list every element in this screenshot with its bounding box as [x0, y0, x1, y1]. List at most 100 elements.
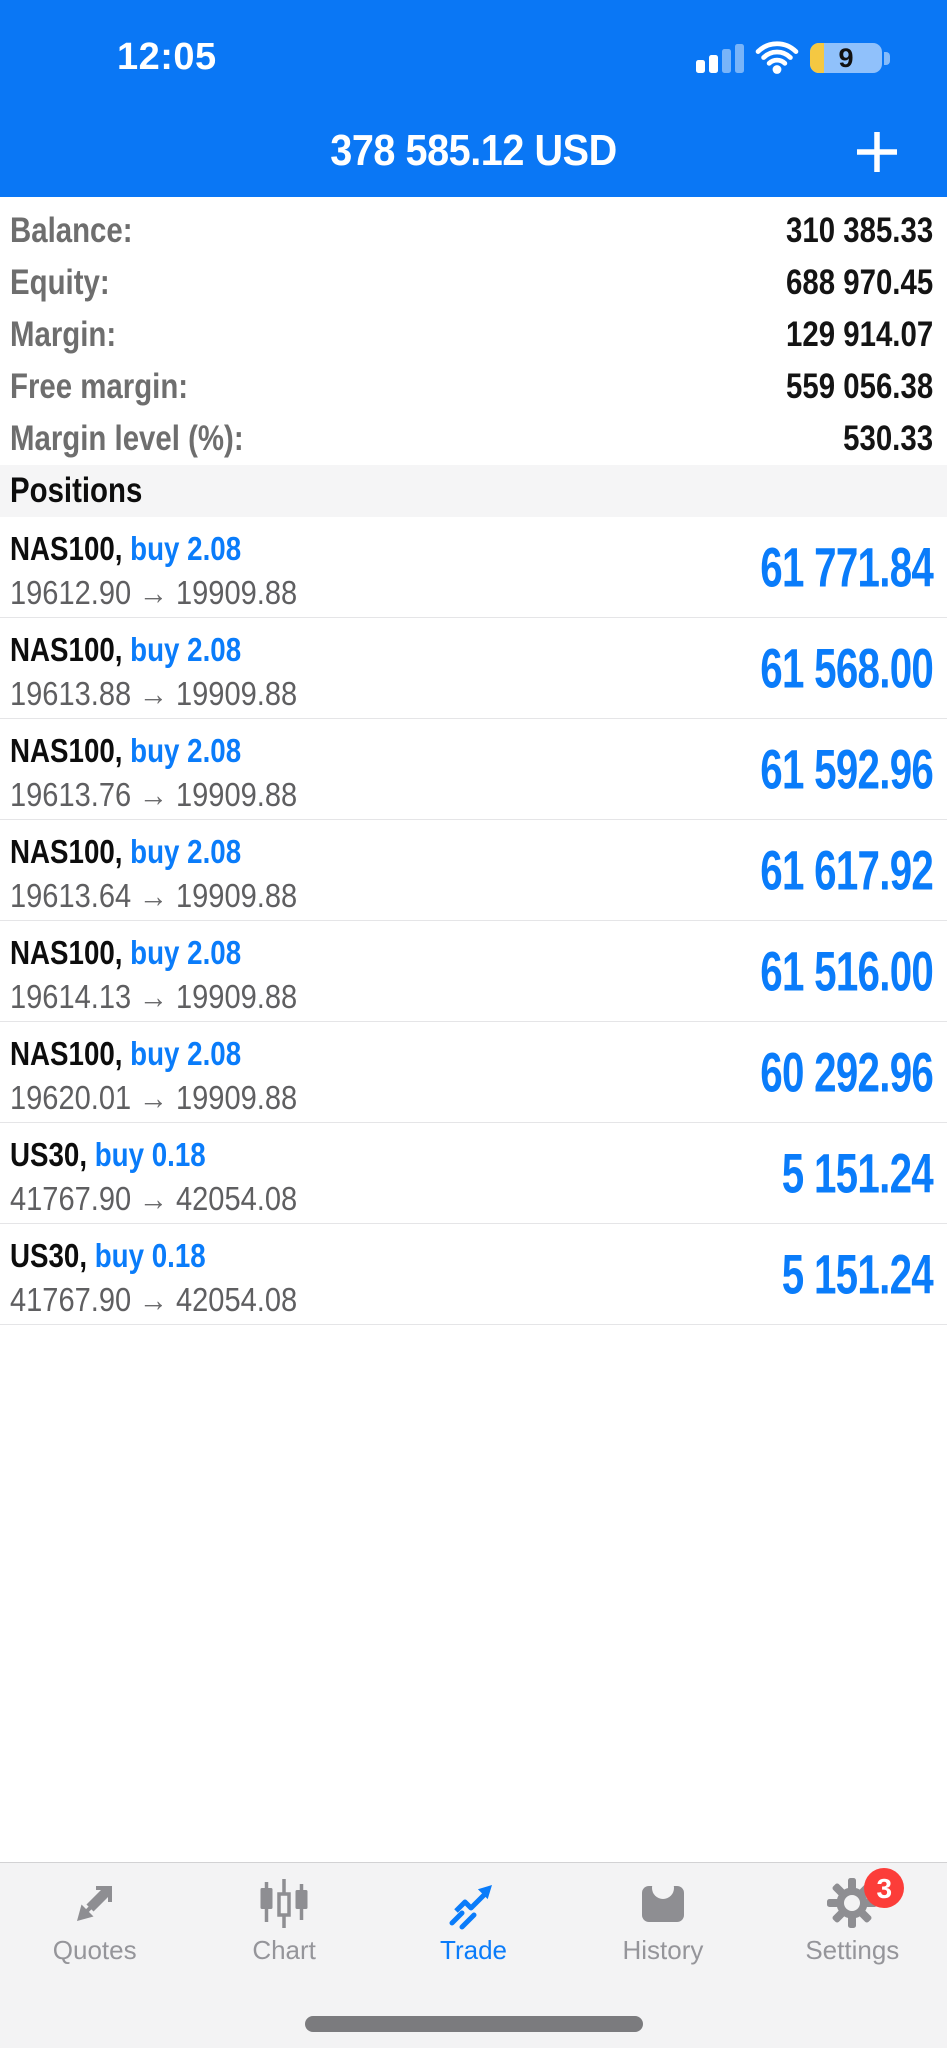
account-summary: Balance: 310 385.33 Equity: 688 970.45 M… [0, 197, 947, 465]
add-button[interactable] [855, 130, 899, 174]
status-icons: 9 [696, 41, 890, 74]
position-title: US30, buy 0.18 [10, 1136, 206, 1174]
position-title: NAS100, buy 2.08 [10, 631, 241, 669]
position-symbol: US30, [10, 1237, 88, 1274]
arrow-right-icon: → [139, 776, 169, 813]
battery-percent: 9 [838, 43, 854, 73]
position-profit: 5 151.24 [781, 1141, 934, 1205]
position-title: NAS100, buy 2.08 [10, 732, 241, 770]
summary-row: Margin level (%): 530.33 [10, 413, 933, 465]
position-symbol: NAS100, [10, 934, 123, 971]
battery-fill [810, 43, 824, 73]
open-price: 19612.90 [10, 574, 132, 611]
tab-label: Chart [252, 1935, 316, 1965]
position-profit: 5 151.24 [781, 1242, 934, 1306]
position-row[interactable]: NAS100, buy 2.08 19620.01 → 19909.88 60 29… [0, 1022, 947, 1123]
arrow-right-icon: → [139, 877, 169, 914]
tab-label: Settings [805, 1935, 900, 1965]
positions-list: NAS100, buy 2.08 19612.90 → 19909.88 61 77… [0, 517, 947, 1325]
tab-bar: Quotes Chart [0, 1862, 947, 2048]
tab-label: Quotes [52, 1935, 137, 1965]
tab-history[interactable]: History [568, 1875, 757, 1966]
summary-label: Margin level (%): [10, 419, 244, 458]
open-price: 41767.90 [10, 1180, 132, 1217]
position-profit: 61 617.92 [760, 838, 934, 902]
arrow-right-icon: → [139, 1281, 169, 1318]
positions-section-title: Positions [10, 471, 143, 510]
summary-row: Equity: 688 970.45 [10, 257, 933, 309]
position-row[interactable]: US30, buy 0.18 41767.90 → 42054.08 5 151.2… [0, 1123, 947, 1224]
notification-badge: 3 [864, 1868, 905, 1908]
position-title: NAS100, buy 2.08 [10, 934, 241, 972]
summary-value: 129 914.07 [785, 315, 933, 354]
position-profit: 61 771.84 [760, 535, 934, 599]
position-symbol: US30, [10, 1136, 88, 1173]
arrow-right-icon: → [139, 1180, 169, 1217]
position-profit: 61 516.00 [760, 939, 934, 1003]
position-profit: 61 592.96 [760, 737, 934, 801]
tab-label: History [622, 1935, 704, 1965]
current-price: 42054.08 [176, 1180, 298, 1217]
summary-label: Balance: [10, 211, 133, 250]
summary-label: Equity: [10, 263, 110, 302]
trade-arrow-icon [446, 1875, 502, 1931]
position-title: US30, buy 0.18 [10, 1237, 206, 1275]
history-archive-icon [635, 1875, 691, 1931]
position-row[interactable]: NAS100, buy 2.08 19613.88 → 19909.88 61 56… [0, 618, 947, 719]
position-profit: 60 292.96 [760, 1040, 934, 1104]
position-row[interactable]: NAS100, buy 2.08 19612.90 → 19909.88 61 77… [0, 517, 947, 618]
arrow-right-icon: → [139, 574, 169, 611]
position-side-volume: buy 2.08 [130, 631, 242, 668]
current-price: 19909.88 [176, 978, 298, 1015]
battery-cap [884, 51, 890, 65]
position-side-volume: buy 2.08 [130, 934, 242, 971]
open-price: 19613.88 [10, 675, 132, 712]
position-prices: 19613.76 → 19909.88 [10, 776, 297, 814]
tab-trade[interactable]: Trade [379, 1875, 568, 1966]
candlestick-chart-icon [256, 1875, 312, 1931]
open-price: 19613.76 [10, 776, 132, 813]
tab-label: Trade [440, 1935, 507, 1965]
gear-icon: 3 [824, 1868, 905, 1931]
position-side-volume: buy 2.08 [130, 833, 242, 870]
summary-value: 688 970.45 [785, 263, 933, 302]
current-price: 19909.88 [176, 675, 298, 712]
open-price: 19613.64 [10, 877, 132, 914]
home-indicator[interactable] [304, 2016, 643, 2032]
position-row[interactable]: NAS100, buy 2.08 19613.64 → 19909.88 61 61… [0, 820, 947, 921]
summary-row: Balance: 310 385.33 [10, 205, 933, 257]
positions-section-header: Positions [0, 465, 947, 517]
arrow-right-icon: → [139, 675, 169, 712]
position-prices: 41767.90 → 42054.08 [10, 1281, 297, 1319]
position-prices: 19612.90 → 19909.88 [10, 574, 297, 612]
current-price: 19909.88 [176, 877, 298, 914]
position-row[interactable]: NAS100, buy 2.08 19614.13 → 19909.88 61 51… [0, 921, 947, 1022]
position-symbol: NAS100, [10, 1035, 123, 1072]
status-time: 12:05 [117, 36, 217, 78]
position-prices: 19620.01 → 19909.88 [10, 1079, 297, 1117]
open-price: 19620.01 [10, 1079, 132, 1116]
position-side-volume: buy 2.08 [130, 732, 242, 769]
position-prices: 41767.90 → 42054.08 [10, 1180, 297, 1218]
tab-quotes[interactable]: Quotes [0, 1875, 189, 1966]
current-price: 19909.88 [176, 574, 298, 611]
position-side-volume: buy 0.18 [94, 1237, 206, 1274]
battery-icon: 9 [810, 43, 890, 73]
position-prices: 19614.13 → 19909.88 [10, 978, 297, 1016]
position-row[interactable]: NAS100, buy 2.08 19613.76 → 19909.88 61 59… [0, 719, 947, 820]
tab-settings[interactable]: 3 Settings [758, 1868, 947, 1966]
position-profit: 61 568.00 [760, 636, 934, 700]
arrow-right-icon: → [139, 1079, 169, 1116]
position-prices: 19613.88 → 19909.88 [10, 675, 297, 713]
account-total: 378 585.12 USD [330, 126, 617, 175]
position-row[interactable]: US30, buy 0.18 41767.90 → 42054.08 5 151.2… [0, 1224, 947, 1325]
wifi-icon [755, 41, 799, 74]
tab-chart[interactable]: Chart [189, 1875, 378, 1966]
current-price: 19909.88 [176, 776, 298, 813]
summary-row: Free margin: 559 056.38 [10, 361, 933, 413]
summary-value: 310 385.33 [785, 211, 933, 250]
position-symbol: NAS100, [10, 530, 123, 567]
position-symbol: NAS100, [10, 631, 123, 668]
position-title: NAS100, buy 2.08 [10, 833, 241, 871]
